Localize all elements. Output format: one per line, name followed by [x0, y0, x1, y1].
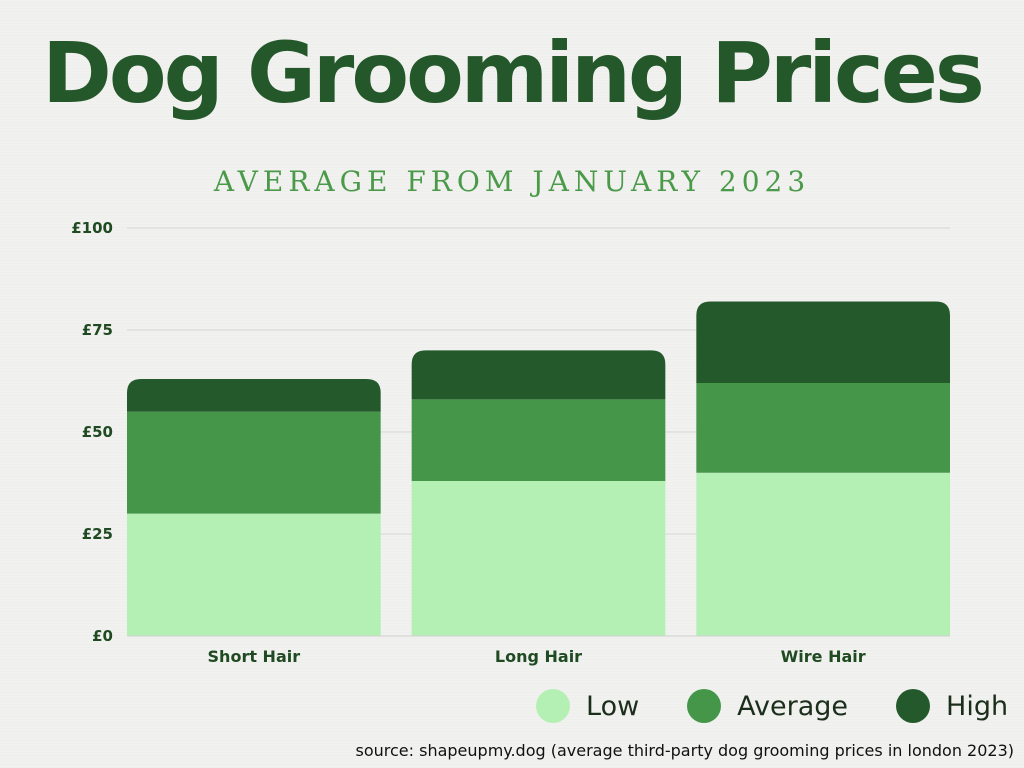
bar-segment-low	[411, 480, 666, 636]
y-tick-label: £25	[82, 525, 113, 543]
legend-item-low: Low	[536, 689, 639, 723]
legend-swatch	[896, 689, 931, 723]
bar-segment-high	[696, 301, 950, 384]
y-tick-label: £50	[82, 423, 113, 441]
legend-label: Low	[586, 690, 640, 722]
x-tick-label: Long Hair	[495, 647, 582, 666]
y-tick-label: £75	[82, 321, 113, 339]
chart-title: Dog Grooming Prices	[42, 24, 985, 122]
bar-segment-average	[411, 399, 666, 481]
y-tick-label: £100	[71, 219, 113, 237]
legend-swatch	[687, 689, 722, 723]
legend-item-average: Average	[687, 689, 848, 723]
x-tick-label: Wire Hair	[781, 647, 866, 666]
x-tick-label: Short Hair	[208, 647, 301, 666]
legend: Low Average High	[536, 686, 1008, 726]
legend-label: Average	[737, 690, 849, 722]
bar-segment-average	[127, 411, 381, 514]
bar-segment-low	[127, 513, 381, 636]
source-note: source: shapeupmy.dog (average third-par…	[355, 741, 1015, 760]
bar-segment-high	[127, 378, 381, 412]
bar-segment-high	[411, 350, 666, 400]
bar-segment-low	[696, 472, 950, 636]
chart-subtitle: AVERAGE FROM JANUARY 2023	[213, 165, 811, 198]
y-tick-label: £0	[92, 627, 113, 645]
legend-swatch	[536, 689, 570, 723]
bar-segment-average	[696, 383, 950, 473]
legend-label: High	[946, 690, 1009, 722]
legend-item-high: High	[896, 689, 1008, 723]
